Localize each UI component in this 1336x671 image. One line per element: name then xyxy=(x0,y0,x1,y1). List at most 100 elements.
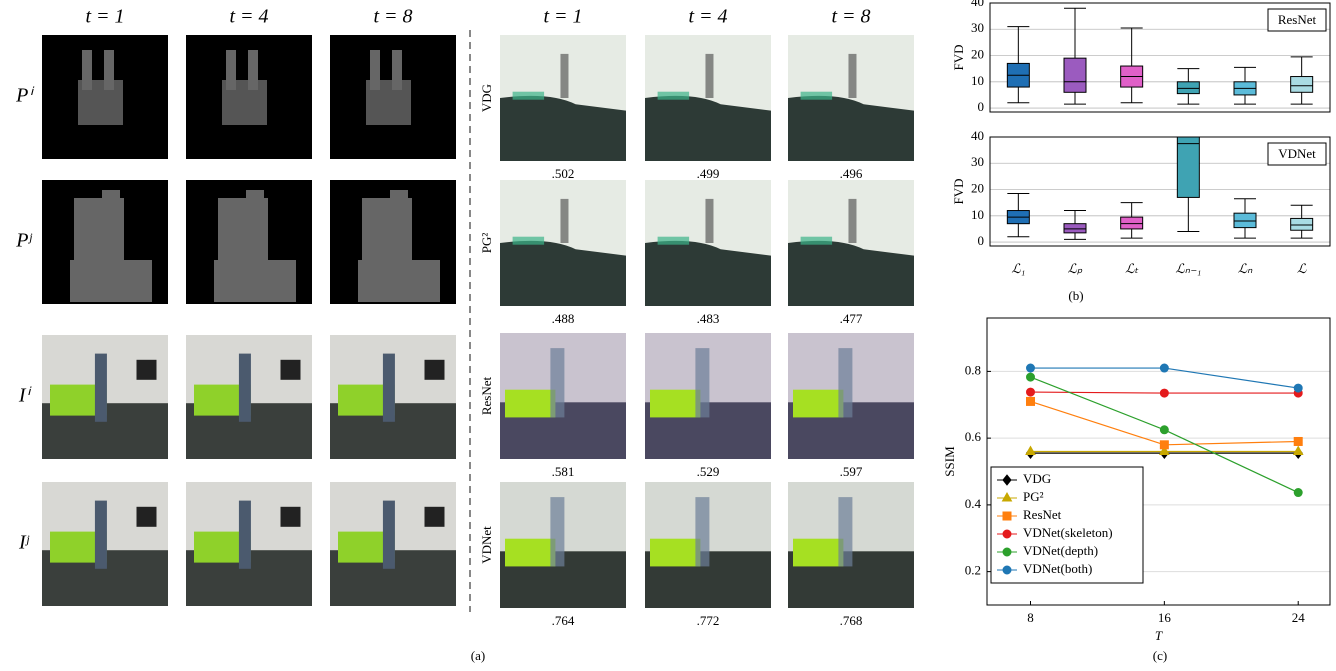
score: .488 xyxy=(552,311,575,326)
score: .496 xyxy=(840,166,863,181)
score: .768 xyxy=(840,613,863,628)
shape xyxy=(560,54,568,98)
monitor xyxy=(137,507,157,527)
x-tick-label: 24 xyxy=(1292,610,1306,625)
silhouette xyxy=(70,260,152,302)
x-tick-label: ℒₙ xyxy=(1238,261,1253,276)
image xyxy=(330,35,456,159)
row-label: Pʲ xyxy=(15,230,32,252)
row-label: VDG xyxy=(479,84,494,112)
image xyxy=(330,482,456,606)
y-axis-label: SSIM xyxy=(942,446,957,477)
y-tick-label: 0 xyxy=(978,99,985,114)
image xyxy=(788,482,914,608)
silhouette xyxy=(358,260,440,302)
x-tick-label: 8 xyxy=(1027,610,1034,625)
shape xyxy=(848,199,856,243)
row-label: Iʲ xyxy=(18,532,30,554)
shape xyxy=(658,92,690,100)
image xyxy=(186,35,312,159)
person xyxy=(838,497,852,566)
marker xyxy=(1027,388,1035,396)
y-tick-label: 30 xyxy=(971,154,984,169)
marker xyxy=(1026,446,1035,454)
box xyxy=(1177,82,1199,94)
y-tick-label: 0.6 xyxy=(965,429,982,444)
x-tick-label: ℒₜ xyxy=(1125,261,1139,276)
shape xyxy=(658,237,690,245)
image xyxy=(42,482,168,606)
image xyxy=(645,180,771,306)
silhouette xyxy=(226,50,236,90)
col-header: t = 8 xyxy=(373,6,412,28)
marker xyxy=(1160,426,1168,434)
legend-label: VDNet(skeleton) xyxy=(1023,525,1113,540)
shape xyxy=(513,237,545,245)
image xyxy=(42,35,168,159)
x-tick-label: ℒₙ₋₁ xyxy=(1175,261,1201,276)
score: .597 xyxy=(840,464,863,479)
person xyxy=(383,501,395,569)
marker xyxy=(1294,384,1302,392)
figure: t = 1t = 4t = 8PⁱPʲIⁱIʲt = 1.502.488.581… xyxy=(0,0,1336,671)
chairs xyxy=(650,539,700,567)
score: .581 xyxy=(552,464,575,479)
shape xyxy=(801,92,833,100)
monitor xyxy=(281,507,301,527)
y-tick-label: 10 xyxy=(971,73,984,88)
silhouette xyxy=(102,190,120,230)
col-header: t = 8 xyxy=(831,6,870,28)
score: .772 xyxy=(697,613,720,628)
legend-label: VDNet xyxy=(1278,146,1316,161)
row-label: ResNet xyxy=(479,376,494,415)
legend-label: ResNet xyxy=(1278,12,1317,27)
x-axis-label: T xyxy=(1155,628,1163,643)
legend-label: VDNet(both) xyxy=(1023,561,1092,576)
image xyxy=(500,180,626,306)
monitor xyxy=(425,507,445,527)
y-tick-label: 0.8 xyxy=(965,362,981,377)
silhouette xyxy=(248,50,258,90)
x-tick-label: ℒₚ xyxy=(1068,261,1083,276)
marker xyxy=(1160,364,1168,372)
box xyxy=(1121,217,1143,229)
marker xyxy=(1027,397,1035,405)
chairs xyxy=(650,390,700,418)
x-tick-label: ℒ xyxy=(1297,261,1307,276)
image xyxy=(42,335,168,459)
silhouette xyxy=(246,190,264,230)
shape xyxy=(513,92,545,100)
shape xyxy=(705,199,713,243)
y-tick-label: 0.4 xyxy=(965,496,982,511)
monitor xyxy=(137,360,157,380)
marker xyxy=(1003,566,1011,574)
row-label: VDNet xyxy=(479,526,494,564)
image xyxy=(645,333,771,459)
image xyxy=(186,335,312,459)
silhouette xyxy=(82,50,92,90)
marker xyxy=(1003,512,1011,520)
marker xyxy=(1003,548,1011,556)
box xyxy=(1234,213,1256,227)
marker xyxy=(1160,441,1168,449)
chairs xyxy=(793,539,843,567)
marker xyxy=(1294,437,1302,445)
image xyxy=(42,180,168,304)
caption: (c) xyxy=(1153,648,1167,663)
col-header: t = 4 xyxy=(688,6,727,28)
image xyxy=(500,333,626,459)
score: .499 xyxy=(697,166,720,181)
image xyxy=(500,35,626,161)
score: .477 xyxy=(840,311,863,326)
silhouette xyxy=(390,190,408,230)
monitor xyxy=(425,360,445,380)
person xyxy=(95,501,107,569)
chairs xyxy=(793,390,843,418)
box xyxy=(1291,77,1313,93)
legend-label: VDNet(depth) xyxy=(1023,543,1098,558)
box xyxy=(1064,224,1086,233)
score: .502 xyxy=(552,166,575,181)
image xyxy=(330,180,456,304)
shape xyxy=(848,54,856,98)
y-tick-label: 30 xyxy=(971,20,984,35)
